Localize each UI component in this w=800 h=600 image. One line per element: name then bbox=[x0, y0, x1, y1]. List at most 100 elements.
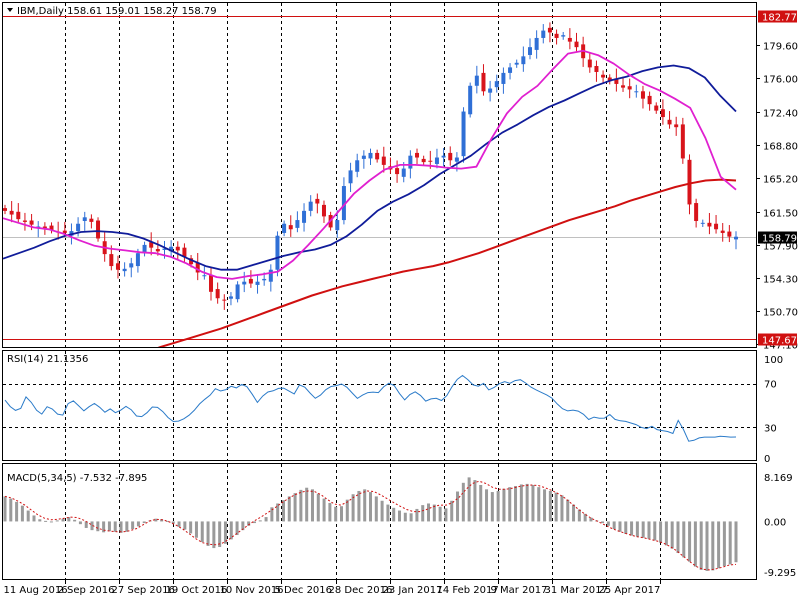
level-price-marker bbox=[758, 10, 797, 23]
macd-bar bbox=[380, 500, 384, 522]
macd-bar bbox=[415, 508, 419, 522]
macd-bar bbox=[154, 518, 158, 522]
macd-bar bbox=[67, 517, 71, 522]
candle-body bbox=[235, 284, 240, 300]
candle-body bbox=[674, 124, 679, 128]
macd-bar bbox=[165, 520, 169, 522]
collapse-triangle-icon[interactable] bbox=[7, 8, 13, 12]
candle-body bbox=[228, 296, 233, 299]
candle-body bbox=[122, 268, 127, 272]
macd-bar bbox=[711, 521, 715, 571]
macd-bar bbox=[119, 521, 123, 533]
macd-bar bbox=[183, 521, 187, 530]
macd-bar bbox=[502, 488, 506, 522]
candle-body bbox=[481, 72, 486, 92]
candle-body bbox=[162, 248, 167, 250]
macd-bar bbox=[125, 521, 129, 532]
candle-body bbox=[295, 220, 300, 228]
price-panel[interactable] bbox=[2, 2, 757, 348]
macd-bar bbox=[322, 498, 326, 522]
macd-bar bbox=[519, 484, 523, 522]
candle-body bbox=[547, 27, 552, 33]
macd-bar bbox=[96, 521, 100, 532]
macd-bar bbox=[485, 489, 489, 522]
candle-body bbox=[415, 152, 420, 158]
macd-bar bbox=[299, 489, 303, 522]
slow-ma-line[interactable] bbox=[100, 178, 737, 370]
candle-body bbox=[508, 67, 513, 73]
macd-bar bbox=[624, 521, 628, 534]
y-tick-label: 150.70 bbox=[763, 308, 798, 319]
candle-body bbox=[355, 160, 360, 172]
candle-body bbox=[408, 155, 413, 169]
macd-bar bbox=[496, 490, 500, 522]
rsi-line[interactable] bbox=[4, 374, 737, 442]
y-tick-label: 172.40 bbox=[763, 109, 798, 120]
macd-bar bbox=[55, 520, 59, 522]
candle-body bbox=[395, 168, 400, 175]
macd-bar bbox=[84, 521, 88, 528]
candle-body bbox=[707, 222, 712, 227]
macd-bar bbox=[32, 515, 36, 522]
x-tick-label: 25 Apr 2017 bbox=[599, 585, 661, 596]
candle-body bbox=[135, 253, 140, 267]
candle-body bbox=[202, 275, 207, 277]
candle-body bbox=[195, 262, 200, 273]
macd-bar bbox=[444, 508, 448, 522]
candle-body bbox=[222, 299, 227, 301]
candle-body bbox=[554, 33, 559, 38]
y-tick-label: 157.90 bbox=[763, 242, 798, 253]
candle-body bbox=[275, 235, 280, 270]
macd-bar bbox=[113, 521, 117, 532]
macd-bar bbox=[508, 487, 512, 522]
candle-body bbox=[49, 225, 54, 231]
macd-bar bbox=[717, 521, 721, 569]
macd-bar bbox=[409, 513, 413, 522]
y-tick-label: 179.60 bbox=[763, 42, 798, 53]
macd-bar bbox=[693, 521, 697, 567]
y-tick-label: 161.50 bbox=[763, 209, 798, 220]
macd-bar bbox=[525, 483, 529, 522]
candle-body bbox=[262, 278, 267, 281]
candle-body bbox=[248, 278, 253, 284]
level-price-marker bbox=[758, 333, 797, 346]
candle-body bbox=[461, 111, 466, 157]
candle-body bbox=[634, 91, 639, 93]
macd-bar bbox=[531, 484, 535, 522]
macd-bar bbox=[38, 519, 42, 522]
macd-bar bbox=[618, 521, 622, 532]
macd-bar bbox=[728, 521, 732, 565]
macd-bar bbox=[467, 477, 471, 522]
candle-body bbox=[242, 281, 247, 285]
price-marker-label: 147.67 bbox=[762, 336, 797, 347]
candle-body bbox=[441, 155, 446, 158]
rsi-panel[interactable] bbox=[2, 350, 757, 461]
candle-body bbox=[189, 258, 194, 265]
macd-bar bbox=[653, 521, 657, 541]
y-tick-label: 147.10 bbox=[763, 341, 798, 352]
macd-bar bbox=[461, 482, 465, 522]
candle-body bbox=[155, 249, 160, 252]
fast-ma-line[interactable] bbox=[3, 49, 737, 280]
macd-signal-line[interactable] bbox=[4, 480, 737, 571]
candle-body bbox=[375, 152, 380, 160]
macd-bar bbox=[635, 521, 639, 537]
macd-layer bbox=[3, 477, 738, 571]
macd-tick-label: 0.00 bbox=[764, 517, 786, 528]
rsi-title: RSI(14) 21.1356 bbox=[7, 354, 88, 365]
mid-ma-line[interactable] bbox=[3, 64, 737, 271]
macd-bar bbox=[270, 507, 274, 522]
macd-bar bbox=[229, 521, 233, 540]
macd-bar bbox=[90, 521, 94, 531]
rsi-tick-label: 70 bbox=[764, 380, 777, 391]
macd-bar bbox=[235, 521, 239, 536]
candle-body bbox=[700, 222, 705, 224]
macd-bar bbox=[171, 521, 175, 524]
macd-bar bbox=[369, 492, 372, 522]
candle-body bbox=[341, 186, 346, 221]
x-tick-label: 5 Dec 2016 bbox=[275, 585, 333, 596]
candle-body bbox=[468, 85, 473, 115]
macd-bar bbox=[189, 521, 193, 534]
macd-bar bbox=[688, 521, 692, 562]
